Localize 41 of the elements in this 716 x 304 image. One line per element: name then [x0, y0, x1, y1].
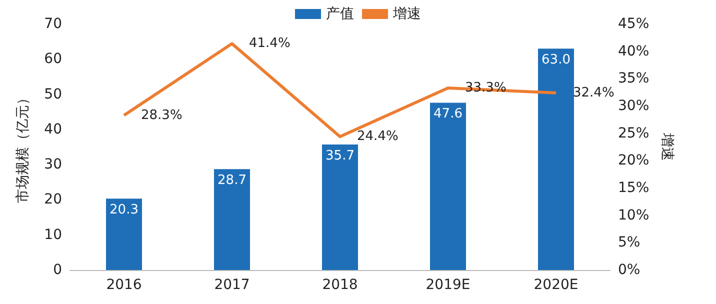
- y-tick-label: 30: [44, 156, 62, 173]
- data-label: 28.3%: [141, 108, 182, 123]
- y2-axis-title: 增速: [659, 132, 676, 161]
- y2-tick-label: 25%: [618, 125, 650, 142]
- bar: [106, 198, 142, 270]
- y-tick-label: 20: [44, 192, 62, 208]
- y2-tick-label: 10%: [618, 207, 650, 224]
- data-label: 20.3: [110, 202, 138, 218]
- legend-label: 产值: [326, 6, 354, 22]
- bar: [214, 169, 250, 270]
- data-label: 24.4%: [357, 129, 398, 144]
- y-axis-title: 市场规模（亿元）: [15, 91, 31, 203]
- y2-tick-label: 30%: [618, 98, 650, 114]
- x-tick-label: 2019E: [426, 277, 470, 293]
- y-tick-label: 70: [44, 16, 62, 32]
- x-tick-label: 2020E: [534, 277, 578, 293]
- y2-tick-label: 0%: [618, 262, 640, 278]
- legend-label: 增速: [392, 6, 421, 22]
- bar: [430, 102, 466, 270]
- data-label: 41.4%: [249, 36, 290, 52]
- y2-tick-label: 35%: [618, 70, 650, 87]
- y-tick-label: 50: [44, 86, 62, 102]
- bar: [322, 144, 358, 270]
- bar: [538, 48, 574, 270]
- data-label: 35.7: [326, 148, 354, 164]
- x-tick-label: 2018: [322, 277, 358, 293]
- data-label: 47.6: [434, 106, 462, 122]
- data-label: 32.4%: [573, 85, 614, 100]
- x-tick-label: 2017: [214, 277, 250, 293]
- y2-tick-label: 15%: [618, 180, 650, 196]
- y2-tick-label: 20%: [618, 152, 650, 169]
- y2-tick-label: 5%: [618, 234, 640, 251]
- y2-tick-label: 45%: [618, 16, 650, 32]
- y-tick-label: 10: [44, 226, 62, 243]
- y-tick-label: 40: [44, 121, 62, 138]
- x-tick-label: 2016: [106, 277, 142, 293]
- y-tick-label: 60: [44, 51, 62, 68]
- y2-tick-label: 40%: [618, 43, 650, 60]
- y-tick-label: 0: [53, 262, 62, 278]
- data-label: 63.0: [542, 52, 570, 68]
- data-label: 28.7: [218, 173, 246, 188]
